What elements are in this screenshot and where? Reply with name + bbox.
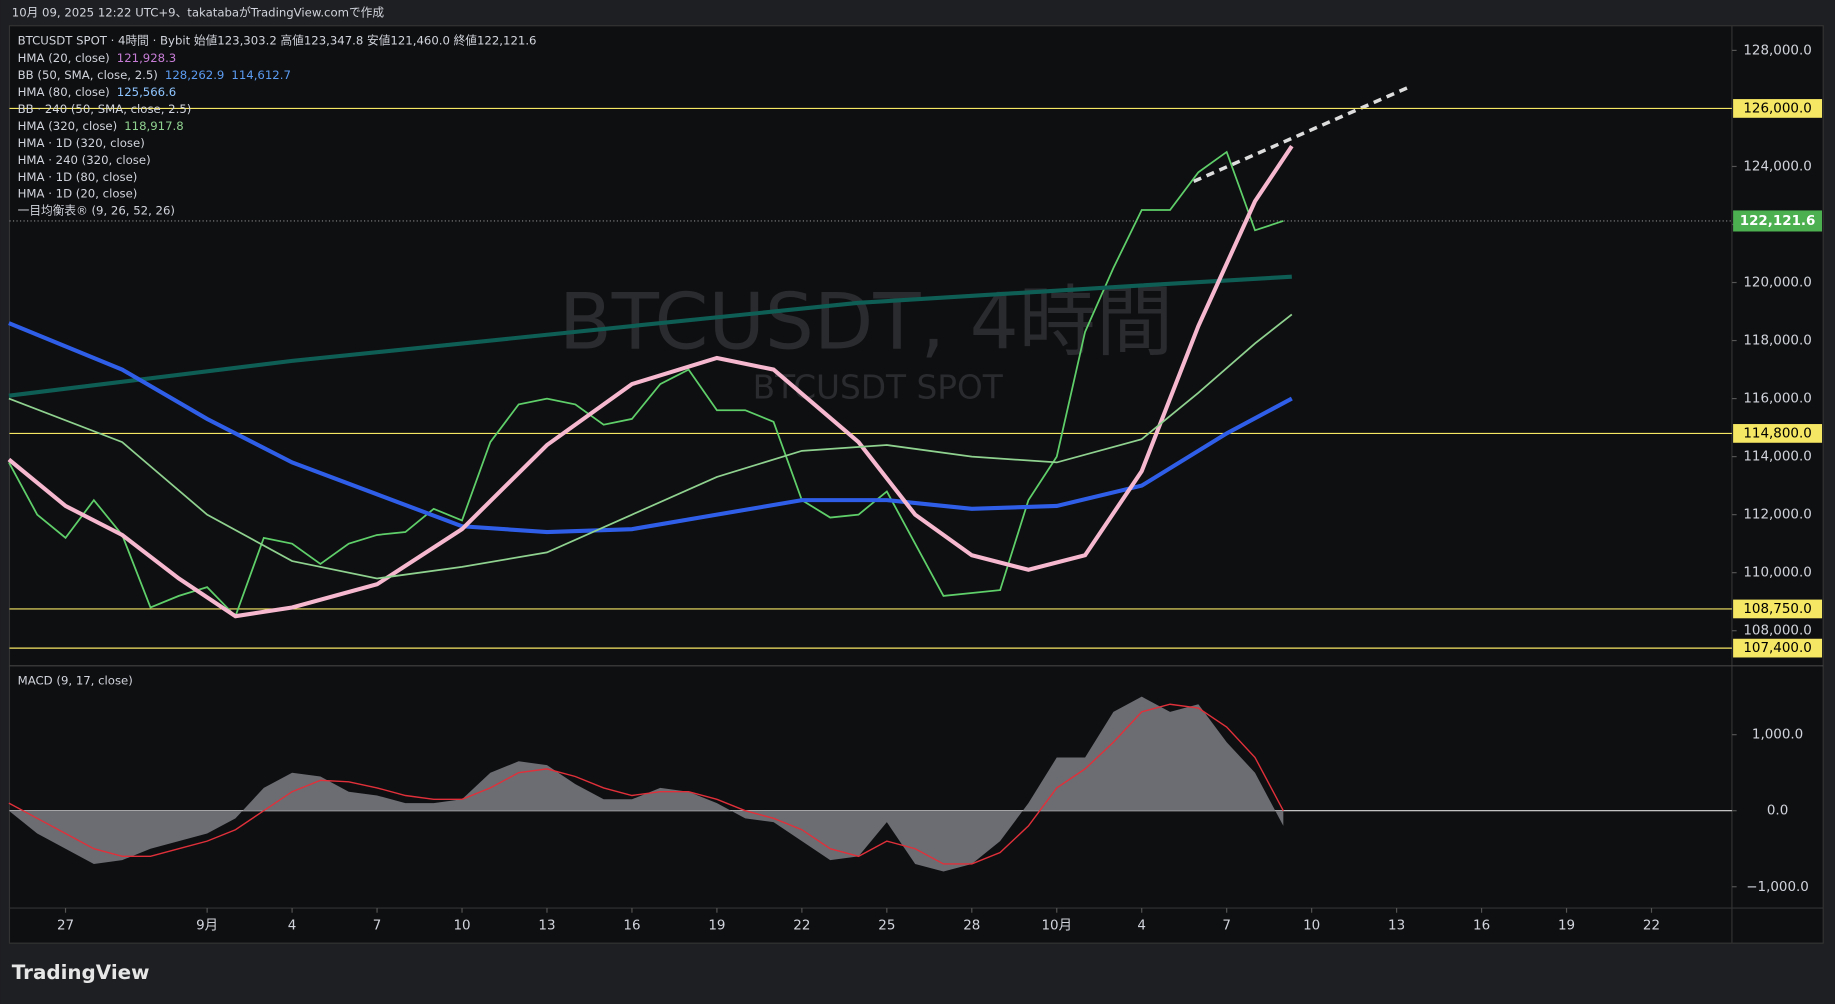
trend-line [1192, 84, 1411, 183]
legend-label: HMA · 1D (80, close) [18, 170, 138, 184]
series-line [8, 274, 1292, 398]
legend-value: 128,262.9 [165, 68, 224, 82]
x-tick-label: 10 [453, 919, 470, 934]
series-line [8, 313, 1293, 580]
series-line [7, 145, 1294, 619]
macd-y-tick-label: 0.0 [1767, 804, 1788, 819]
x-tick-label: 4 [288, 919, 297, 934]
legend-label: HMA (320, close) [18, 119, 118, 133]
legend-label: BB · 240 (50, SMA, close, 2.5) [18, 102, 192, 116]
y-tick-label: 116,000.0 [1743, 392, 1811, 407]
x-tick-label: 19 [708, 919, 725, 934]
legend-value: 118,917.8 [124, 119, 183, 133]
x-tick-label: 10月 [1041, 919, 1072, 934]
logo: TradingView [12, 961, 150, 984]
macd-y-tick-label: 1,000.0 [1752, 728, 1803, 743]
last-price-label: 122,121.6 [1740, 214, 1816, 229]
level-label: 114,800.0 [1743, 426, 1811, 441]
watermark-sub: BTCUSDT SPOT [753, 369, 1004, 407]
legend-label: HMA · 1D (20, close) [18, 187, 138, 201]
level-badge [1733, 99, 1823, 118]
legend-label: HMA (20, close) [18, 51, 110, 65]
x-tick-label: 19 [1558, 919, 1575, 934]
x-tick-label: 16 [623, 919, 640, 934]
legend-value: 114,612.7 [231, 68, 290, 82]
level-label: 107,400.0 [1743, 641, 1811, 656]
y-tick-label: 120,000.0 [1743, 276, 1811, 291]
legend-value: 125,566.6 [117, 85, 176, 99]
legend-label: 一目均衡表® (9, 26, 52, 26) [18, 204, 175, 218]
legend-value: 121,928.3 [117, 51, 176, 65]
legend-label: HMA (80, close) [18, 85, 110, 99]
macd-title: MACD (9, 17, close) [18, 674, 133, 688]
x-tick-label: 10 [1303, 919, 1320, 934]
x-tick-label: 13 [538, 919, 555, 934]
level-badge [1733, 424, 1823, 443]
y-tick-label: 128,000.0 [1743, 43, 1811, 58]
level-badge [1733, 599, 1823, 619]
caption: 10月 09, 2025 12:22 UTC+9、takatabaがTradin… [12, 5, 385, 19]
x-tick-label: 9月 [196, 919, 218, 934]
y-tick-label: 124,000.0 [1743, 159, 1811, 174]
chart-title: BTCUSDT SPOT · 4時間 · Bybit 始値123,303.2 高… [18, 33, 537, 47]
x-tick-label: 4 [1137, 919, 1146, 934]
legend-label: HMA · 1D (320, close) [18, 136, 145, 150]
x-tick-label: 22 [1643, 919, 1660, 934]
x-tick-label: 16 [1473, 919, 1490, 934]
x-tick-label: 13 [1388, 919, 1405, 934]
macd-signal [8, 703, 1284, 865]
y-tick-label: 114,000.0 [1743, 450, 1811, 465]
macd-y-tick-label: −1,000.0 [1746, 880, 1809, 895]
series-line [8, 321, 1293, 535]
x-tick-label: 28 [963, 919, 980, 934]
level-badge [1733, 638, 1823, 658]
level-label: 126,000.0 [1743, 101, 1811, 116]
x-tick-label: 27 [57, 919, 74, 934]
y-tick-label: 118,000.0 [1743, 334, 1811, 349]
macd-histogram [8, 696, 1284, 872]
x-tick-label: 7 [1222, 919, 1231, 934]
y-tick-label: 110,000.0 [1743, 566, 1811, 581]
legend-label: HMA · 240 (320, close) [18, 153, 151, 167]
y-tick-label: 112,000.0 [1743, 508, 1811, 523]
level-label: 108,750.0 [1743, 602, 1811, 617]
x-tick-label: 25 [878, 919, 895, 934]
x-tick-label: 22 [793, 919, 810, 934]
x-tick-label: 7 [373, 919, 382, 934]
legend-label: BB (50, SMA, close, 2.5) [18, 68, 158, 82]
y-tick-label: 108,000.0 [1743, 624, 1811, 639]
series-line [8, 150, 1284, 618]
last-price-badge [1733, 210, 1823, 232]
